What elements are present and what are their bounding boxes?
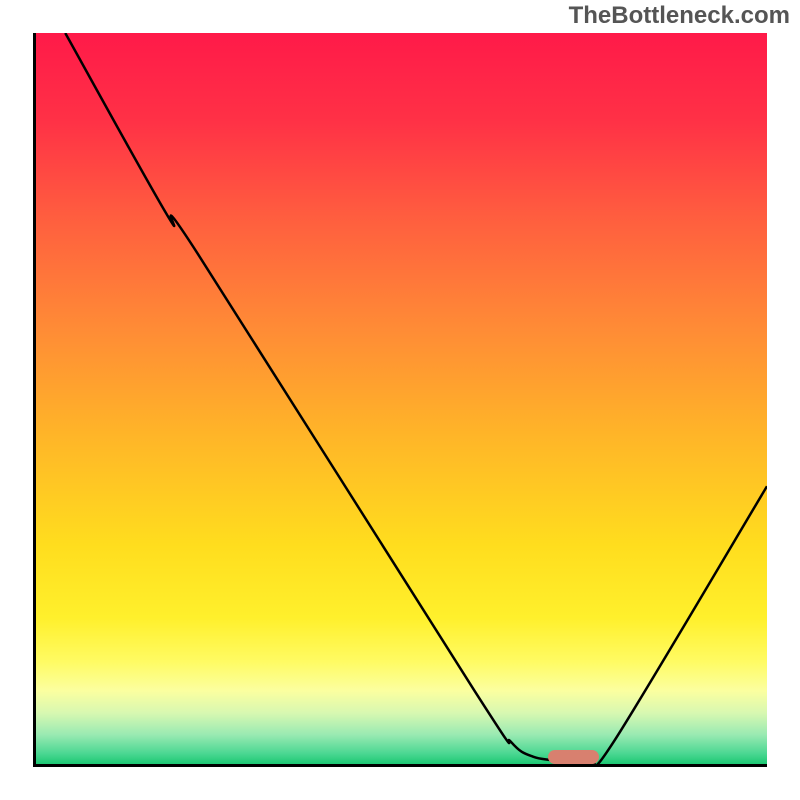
optimal-range-marker: [548, 750, 599, 764]
bottleneck-chart: [33, 33, 767, 767]
chart-curve-svg: [36, 33, 767, 764]
bottleneck-curve: [65, 33, 767, 764]
watermark-text: TheBottleneck.com: [569, 2, 790, 30]
